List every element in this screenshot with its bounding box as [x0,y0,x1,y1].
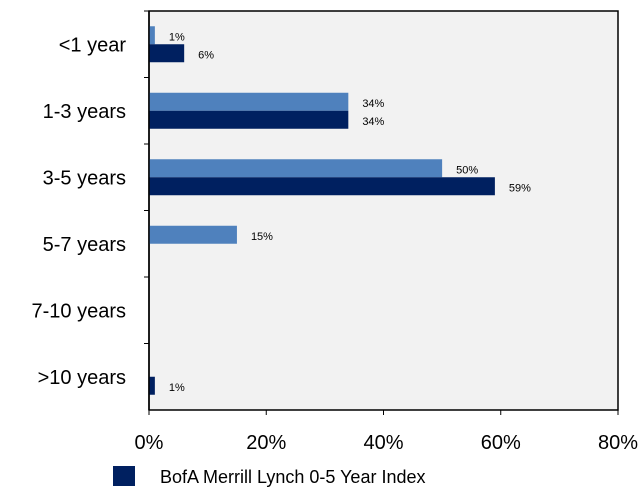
category-label: 1-3 years [43,101,126,123]
data-label: 34% [362,98,384,110]
data-label: 59% [509,182,531,194]
data-label: 15% [251,231,273,243]
data-label: 50% [456,164,478,176]
data-label: 6% [198,49,214,61]
category-axis: <1 year 1-3 years 3-5 years 5-7 years 7-10 y… [32,10,150,410]
legend-swatch [113,466,135,486]
bar [149,26,155,45]
bar [149,92,349,111]
bar [149,376,155,395]
value-axis: 0% 20% 40% 60% 80% [135,410,638,454]
value-tick-label: 0% [135,432,164,454]
legend: BofA Merrill Lynch 0-5 Year Index [113,466,425,487]
bar [149,110,349,129]
bar [149,44,185,63]
bar [149,225,237,244]
data-label: 34% [362,116,384,128]
bars-group: 1% 6% 34% 34% 50% 59% 15% 1% [149,26,531,395]
value-tick-label: 40% [363,432,403,454]
category-label: <1 year [59,34,127,56]
value-tick-label: 60% [481,432,521,454]
legend-label: BofA Merrill Lynch 0-5 Year Index [160,467,425,487]
data-label: 1% [169,31,185,43]
category-label: >10 years [38,367,126,389]
category-label: 7-10 years [32,300,127,322]
plot-area [148,10,619,411]
category-label: 5-7 years [43,234,126,256]
bar [149,159,443,178]
value-tick-label: 20% [246,432,286,454]
bar [149,177,495,196]
value-tick-label: 80% [598,432,638,454]
category-label: 3-5 years [43,167,126,189]
data-label: 1% [169,382,185,394]
